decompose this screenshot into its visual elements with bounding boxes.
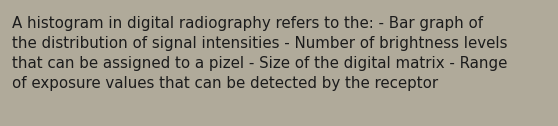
Text: A histogram in digital radiography refers to the: - Bar graph of
the distributio: A histogram in digital radiography refer… (12, 16, 507, 91)
